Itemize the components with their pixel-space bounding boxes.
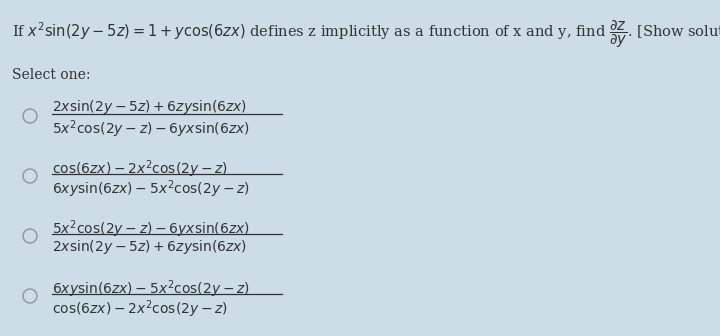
Text: $\cos(6zx)-2x^2\cos(2y-z)$: $\cos(6zx)-2x^2\cos(2y-z)$ — [52, 158, 228, 180]
Text: $5x^2\cos(2y-z)-6yx\sin(6zx)$: $5x^2\cos(2y-z)-6yx\sin(6zx)$ — [52, 118, 250, 139]
Text: $6xy\sin(6zx)-5x^2\cos(2y-z)$: $6xy\sin(6zx)-5x^2\cos(2y-z)$ — [52, 278, 250, 300]
Text: If $x^2\sin(2y-5z)=1+y\cos(6zx)$ defines z implicitly as a function of x and y, : If $x^2\sin(2y-5z)=1+y\cos(6zx)$ defines… — [12, 18, 720, 49]
Text: $2x\sin(2y-5z)+6zy\sin(6zx)$: $2x\sin(2y-5z)+6zy\sin(6zx)$ — [52, 238, 247, 256]
Text: $2x\sin(2y-5z)+6zy\sin(6zx)$: $2x\sin(2y-5z)+6zy\sin(6zx)$ — [52, 98, 247, 116]
Text: Select one:: Select one: — [12, 68, 91, 82]
Text: $5x^2\cos(2y-z)-6yx\sin(6zx)$: $5x^2\cos(2y-z)-6yx\sin(6zx)$ — [52, 218, 250, 240]
Text: $\cos(6zx)-2x^2\cos(2y-z)$: $\cos(6zx)-2x^2\cos(2y-z)$ — [52, 298, 228, 320]
Text: $6xy\sin(6zx)-5x^2\cos(2y-z)$: $6xy\sin(6zx)-5x^2\cos(2y-z)$ — [52, 178, 250, 200]
